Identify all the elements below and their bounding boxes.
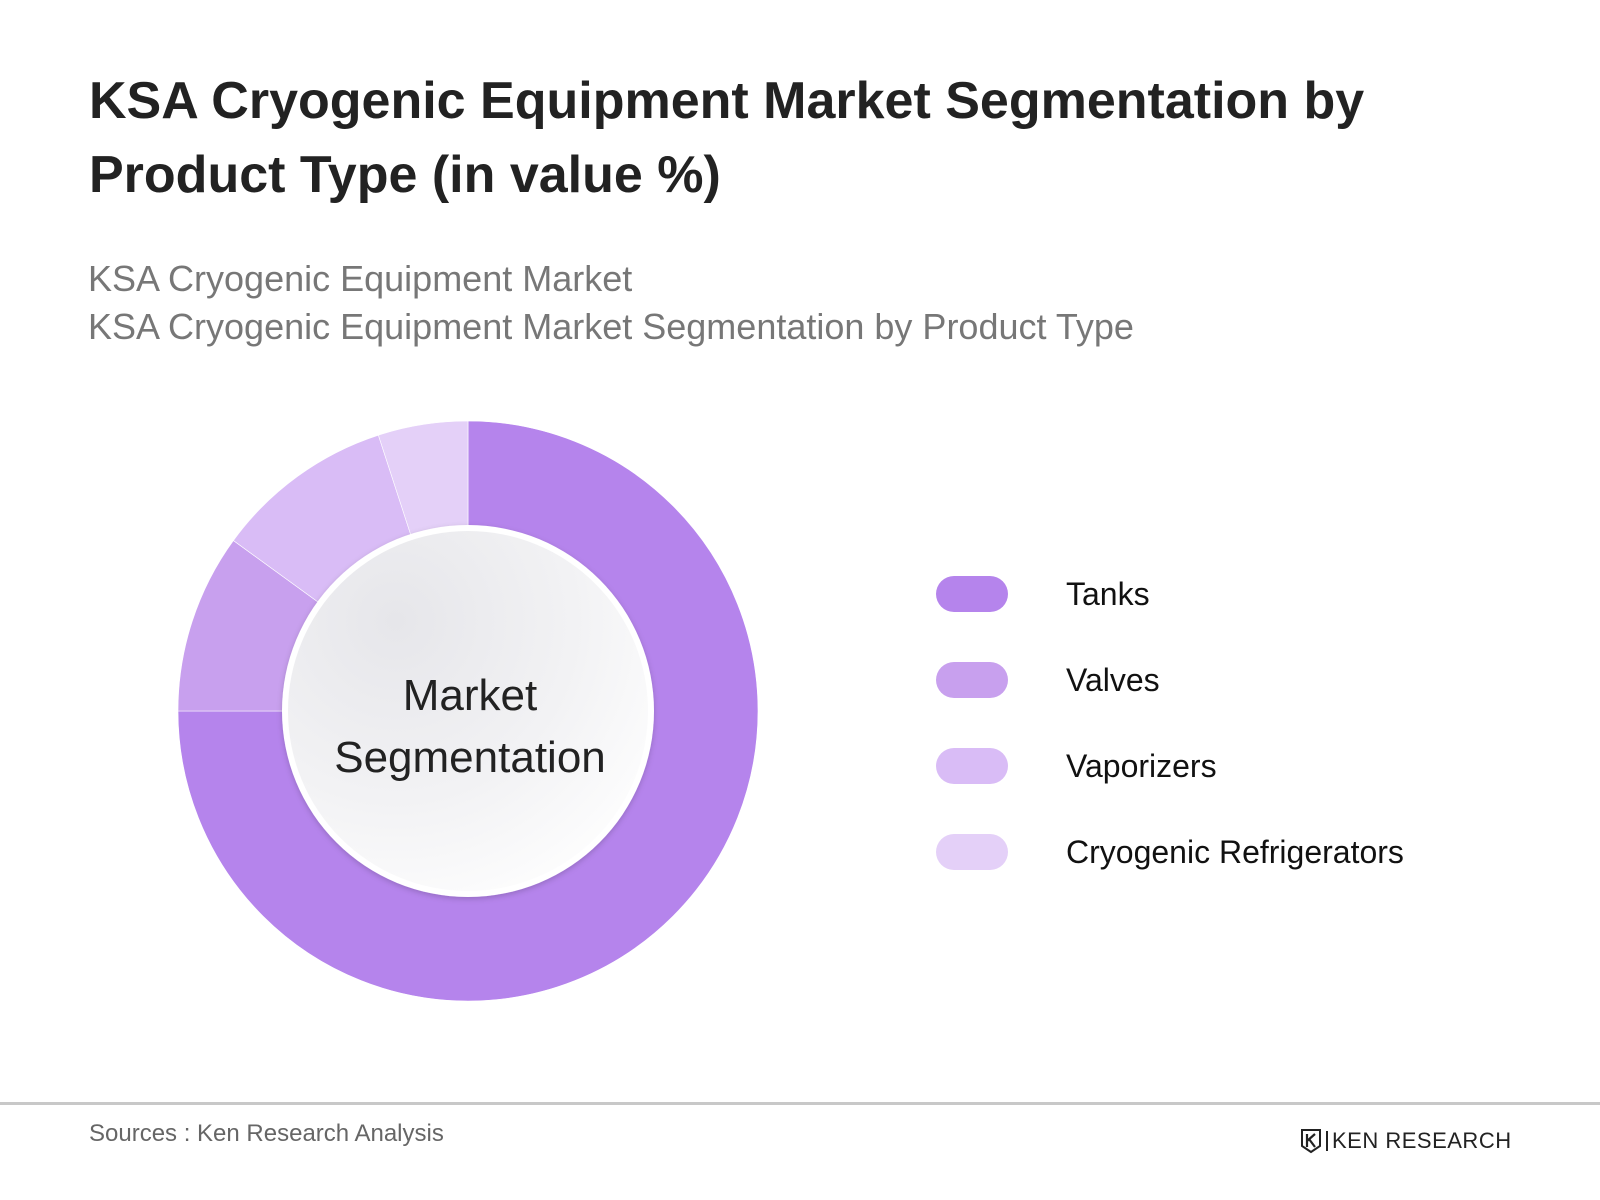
donut-chart: [177, 420, 759, 1002]
sources-note: Sources : Ken Research Analysis: [89, 1120, 444, 1147]
ken-research-brand: KEN RESEARCH: [1300, 1126, 1512, 1156]
donut-chart-area: Market Segmentation: [0, 400, 940, 1060]
subtitle-line-2: KSA Cryogenic Equipment Market Segmentat…: [88, 306, 1134, 347]
legend-label-vaporizers: Vaporizers: [1066, 748, 1217, 784]
legend-label-valves: Valves: [1066, 662, 1160, 698]
legend-swatch-cryogenic-refrigerators: [936, 834, 1008, 870]
donut-center-inner: [288, 531, 648, 891]
donut-slice-tanks: [177, 420, 759, 1002]
legend-label-cryogenic-refrigerators: Cryogenic Refrigerators: [1066, 834, 1404, 870]
legend-swatch-valves: [936, 662, 1008, 698]
brand-separator: [1326, 1131, 1328, 1151]
donut-center-label: Market Segmentation: [285, 665, 655, 789]
center-label-line-2: Segmentation: [334, 733, 606, 782]
chart-title: KSA Cryogenic Equipment Market Segmentat…: [89, 72, 1365, 204]
subtitle-block: KSA Cryogenic Equipment Market KSA Cryog…: [88, 255, 1134, 351]
ken-research-logo-icon: [1301, 1129, 1321, 1154]
legend-swatch-tanks: [936, 576, 1008, 612]
subtitle-line-1: KSA Cryogenic Equipment Market: [88, 258, 633, 299]
legend-label-tanks: Tanks: [1066, 576, 1150, 612]
center-label-line-1: Market: [402, 671, 538, 720]
brand-name: KEN RESEARCH: [1332, 1128, 1512, 1153]
legend-swatch-vaporizers: [936, 748, 1008, 784]
footer-divider: [0, 1102, 1600, 1105]
